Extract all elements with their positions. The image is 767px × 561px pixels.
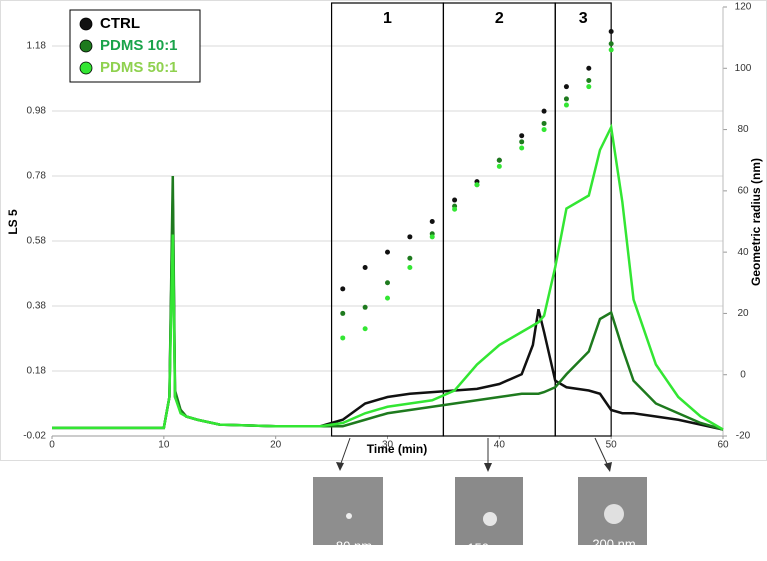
x-tick-label: 40 (494, 440, 506, 451)
sem-images: 80 nm 150 nm 200 nm (313, 437, 647, 555)
y-tick-label: 1.18 (27, 41, 47, 52)
x-tick-label: 50 (606, 440, 618, 451)
radius-point (519, 145, 525, 151)
y-tick-label: 0.58 (27, 236, 47, 247)
radius-point (541, 120, 547, 126)
radius-point (541, 108, 547, 114)
legend-marker (79, 17, 93, 31)
radius-point (385, 280, 390, 286)
arrow-head (604, 462, 612, 472)
radius-point (452, 206, 458, 212)
radius-point (563, 84, 569, 90)
region-label: 3 (579, 10, 588, 27)
y-tick-label: 0.78 (27, 171, 47, 182)
y2-tick-label: 0 (740, 369, 746, 380)
arrow (594, 437, 609, 467)
sem-image (313, 477, 383, 545)
ls-line (52, 175, 724, 431)
y-tick-label: 0.38 (27, 301, 47, 312)
radius-point (385, 249, 390, 255)
radius-point (407, 234, 413, 240)
particle (604, 504, 624, 524)
y-tick-label: -0.02 (23, 431, 46, 442)
radius-point (496, 157, 502, 163)
radius-point (496, 163, 502, 169)
x-tick-label: 20 (270, 440, 282, 451)
ls-line (52, 198, 724, 431)
legend-marker (79, 39, 93, 53)
particle (483, 512, 497, 526)
radius-point (362, 304, 368, 310)
y2-axis-label: Geometric radius (nm) (749, 158, 763, 286)
radius-point (519, 139, 525, 145)
image-label: 200 nm (592, 536, 635, 551)
radius-point (362, 264, 368, 270)
y2-tick-label: 40 (737, 247, 749, 258)
arrow-head (336, 462, 344, 471)
arrow (339, 437, 351, 467)
y2-tick-label: 60 (737, 185, 749, 196)
radius-point (385, 295, 390, 301)
y2-tick-label: 120 (735, 2, 752, 13)
radius-point (608, 47, 614, 53)
radius-point (340, 286, 346, 292)
radius-point (519, 133, 525, 139)
radius-point (563, 96, 569, 102)
radius-point (608, 29, 614, 35)
radius-point (586, 65, 592, 71)
legend-marker (79, 61, 93, 75)
y2-tick-label: 80 (737, 124, 749, 135)
region-label: 2 (495, 10, 504, 27)
x-axis-label: Time (min) (367, 442, 427, 456)
radius-point (563, 102, 569, 108)
radius-point (586, 78, 592, 84)
y2-tick-label: 100 (735, 63, 752, 74)
x-tick-label: 30 (382, 440, 394, 451)
radius-point (407, 264, 413, 270)
legend-label: CTRL (100, 15, 140, 32)
y2-tick-label: -20 (736, 431, 751, 442)
legend-label: PDMS 10:1 (100, 37, 178, 54)
radius-point (340, 310, 346, 316)
radius-point (474, 182, 480, 188)
x-tick-label: 60 (717, 440, 729, 451)
radius-point (429, 234, 435, 240)
radius-point (340, 335, 346, 341)
legend: CTRL PDMS 10:1 PDMS 50:1 (69, 9, 201, 83)
region (554, 2, 612, 437)
y-tick-label: 0.18 (27, 366, 47, 377)
sem-image (455, 477, 523, 545)
radius-point (452, 197, 458, 203)
y-tick-label: 0.98 (27, 106, 47, 117)
radius-point (608, 41, 614, 47)
radius-point (407, 255, 413, 261)
radius-point (541, 127, 547, 133)
radius-point (362, 326, 368, 332)
radius-point (429, 219, 435, 224)
radius-point (586, 84, 592, 90)
image-label: 80 nm (336, 538, 372, 553)
x-tick-label: 10 (158, 440, 170, 451)
particle (346, 513, 352, 519)
arrow-head (484, 463, 492, 472)
x-tick-label: 0 (49, 440, 55, 451)
image-label: 150 nm (467, 540, 510, 555)
y-axis-label: LS 5 (6, 209, 20, 235)
region-label: 1 (383, 10, 392, 27)
legend-label: PDMS 50:1 (100, 59, 178, 76)
ls-line (52, 123, 724, 431)
y2-tick-label: 20 (737, 308, 749, 319)
